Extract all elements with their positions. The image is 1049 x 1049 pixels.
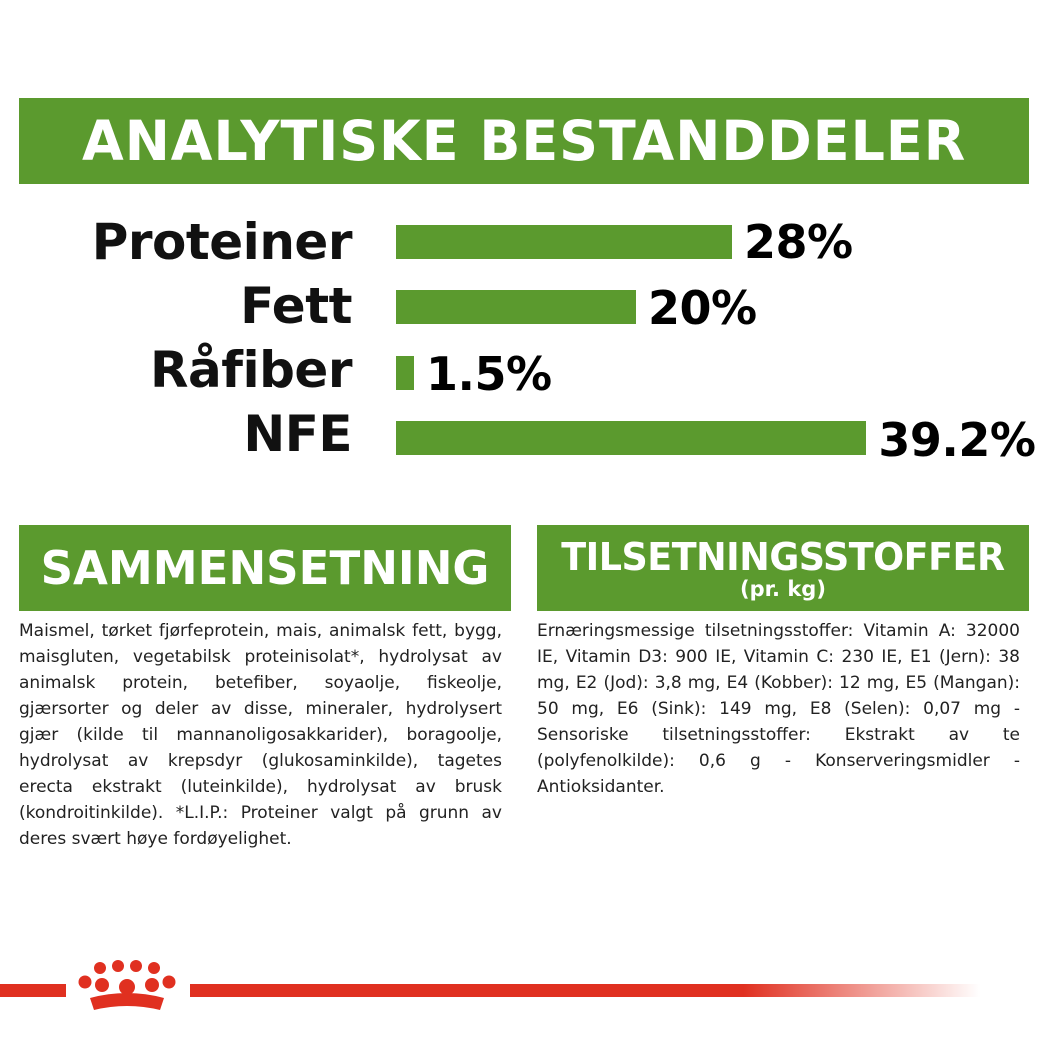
nutrient-value-nfe: 39.2% (878, 413, 1036, 467)
nutrient-label-fat: Fett (240, 277, 352, 335)
nutrient-value-protein: 28% (744, 215, 853, 269)
nutrient-value-fiber: 1.5% (426, 347, 552, 401)
nutrient-bar-fat (396, 290, 636, 324)
nutrient-label-nfe: NFE (243, 405, 352, 463)
composition-title: SAMMENSETNING (40, 541, 490, 595)
nutrient-bar-protein (396, 225, 732, 259)
nutrient-bar-fiber (396, 356, 414, 390)
analysis-banner: ANALYTISKE BESTANDDELER (19, 98, 1029, 184)
additives-title: TILSETNINGSSTOFFER (561, 535, 1005, 579)
composition-header: SAMMENSETNING (19, 525, 511, 611)
nutrient-label-protein: Proteiner (91, 213, 353, 271)
footer-line-right (190, 984, 980, 997)
royal-canin-crown-icon (78, 960, 176, 1010)
additives-header: TILSETNINGSSTOFFER (pr. kg) (537, 525, 1029, 611)
analysis-title: ANALYTISKE BESTANDDELER (81, 109, 967, 173)
composition-text: Maismel, tørket fjørfeprotein, mais, ani… (19, 621, 502, 849)
nutrient-label-fiber: Råfiber (150, 341, 353, 399)
footer-line-left (0, 984, 66, 997)
nutrient-bar-nfe (396, 421, 867, 455)
additives-subtitle: (pr. kg) (740, 577, 826, 601)
additives-text: Ernæringsmessige tilsetningsstoffer: Vit… (537, 621, 1020, 797)
nutrient-value-fat: 20% (648, 281, 757, 335)
